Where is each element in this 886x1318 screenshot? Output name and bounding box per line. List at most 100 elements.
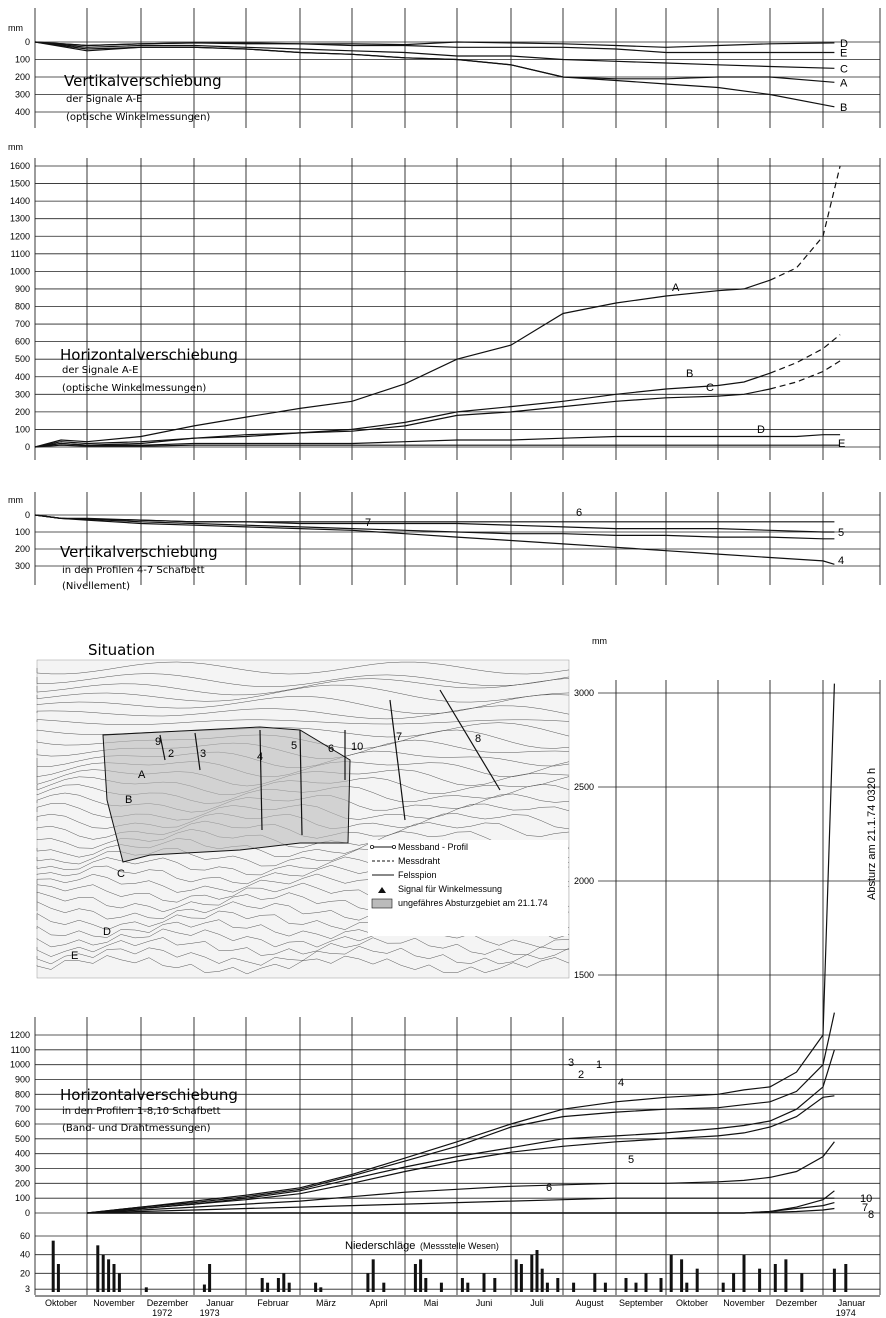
tick-label: 100 (15, 424, 30, 434)
title-precip: Niederschläge (345, 1240, 415, 1252)
precip-bar (319, 1287, 323, 1292)
precip-bar (202, 1284, 206, 1292)
legend-symbol-triangle (378, 887, 386, 893)
tick-label: 1200 (10, 1030, 30, 1040)
precip-bar (117, 1273, 121, 1292)
tick-label: 1000 (10, 266, 30, 276)
tick-label: 400 (15, 1149, 30, 1159)
series-line-d (34, 434, 841, 448)
tick-label: 1200 (10, 231, 30, 241)
event-absturz: Absturz am 21.1.74 0320 h (866, 768, 878, 900)
tick-label: 800 (15, 1089, 30, 1099)
map-label: D (103, 926, 111, 938)
series-label-6: 6 (546, 1182, 552, 1194)
tick-label: 0 (25, 37, 30, 47)
precip-bar (530, 1254, 534, 1292)
series-line-b-dashed (769, 334, 841, 374)
precip-bar (382, 1282, 386, 1292)
series-label-b: B (686, 368, 693, 380)
tick-label: 300 (15, 389, 30, 399)
situation-map: 92 3 4 5 6 10 7 8 A B C D E Messband - Profil Messdra… (36, 659, 570, 979)
tick-label: 0 (25, 1208, 30, 1218)
precip-bar (276, 1278, 280, 1292)
source-precip: (Messstelle Wesen) (420, 1241, 499, 1251)
series-label-2: 2 (578, 1069, 584, 1081)
tick-label: 100 (15, 527, 30, 537)
map-label: 9 (155, 736, 161, 748)
legend-symbol-hatched (371, 898, 393, 909)
subtitle1-vert-ae: der Signale A-E (66, 94, 142, 105)
series-line-e (34, 444, 841, 448)
title-vert-47: Vertikalverschiebung (60, 543, 218, 561)
subtitle2-horiz-18: (Band- und Drahtmessungen) (62, 1123, 211, 1134)
tick-label: 100 (15, 55, 30, 65)
month-label: Oktober (676, 1298, 708, 1308)
precip-bar (669, 1254, 673, 1292)
contour-line (36, 661, 570, 675)
series-line-2 (86, 1012, 835, 1214)
map-label: 7 (396, 731, 402, 743)
precip-bar (460, 1278, 464, 1292)
precip-bar (112, 1264, 116, 1292)
series-line-6 (86, 1197, 835, 1214)
precip-bar (266, 1282, 270, 1292)
series-line-e (34, 41, 835, 54)
year-label: 1974 (836, 1308, 856, 1318)
precip-bar (282, 1273, 286, 1292)
series-line-3 (86, 683, 835, 1214)
series-line-4 (34, 514, 835, 565)
series-label-b: B (840, 102, 847, 114)
legend-label: Felsspion (398, 870, 437, 880)
precip-bar (493, 1278, 497, 1292)
series-line-5 (86, 1141, 835, 1214)
unit-label-vert-ae: mm (8, 23, 23, 33)
legend-symbol-endpoint (369, 845, 374, 850)
precip-bar (732, 1273, 736, 1292)
legend-label: ungefähres Absturzgebiet am 21.1.74 (398, 898, 548, 908)
tick-label: 1500 (574, 970, 594, 980)
month-label: Januar (206, 1298, 234, 1308)
tick-label: 2500 (574, 782, 594, 792)
series-label-7: 7 (365, 517, 371, 529)
precip-bar (624, 1278, 628, 1292)
tick-label: 500 (15, 354, 30, 364)
map-label: 8 (475, 733, 481, 745)
precip-bar (593, 1273, 597, 1292)
tick-label: 1000 (10, 1060, 30, 1070)
map-label: C (117, 868, 125, 880)
precip-bar (695, 1268, 699, 1292)
legend-symbol-endpoint (391, 845, 396, 850)
precip-bar (659, 1278, 663, 1292)
series-label-5: 5 (838, 527, 844, 539)
grid (34, 8, 881, 1295)
precip-bar (466, 1282, 470, 1292)
tick-label: 200 (15, 1178, 30, 1188)
precip-bar (644, 1273, 648, 1292)
precip-bar (832, 1268, 836, 1292)
tick-label: 200 (15, 72, 30, 82)
precip-bars (51, 1240, 848, 1292)
precip-bar (572, 1282, 576, 1292)
tick-label: 2000 (574, 876, 594, 886)
tick-label: 900 (15, 284, 30, 294)
precip-bar (314, 1282, 318, 1292)
series-label-10: 10 (860, 1193, 872, 1205)
series-label-e: E (838, 438, 845, 450)
unit-label-situation: mm (592, 636, 607, 646)
series-label-a: A (840, 77, 848, 89)
series-label-5: 5 (628, 1154, 634, 1166)
profile-line (159, 734, 166, 761)
month-label: Mai (424, 1298, 439, 1308)
tick-label: 200 (15, 544, 30, 554)
tick-label: 0 (25, 442, 30, 452)
subtitle2-horiz-ae: (optische Winkelmessungen) (62, 383, 206, 394)
month-label: Februar (257, 1298, 289, 1308)
series-label-8: 8 (868, 1209, 874, 1221)
subtitle2-vert-ae: (optische Winkelmessungen) (66, 112, 210, 123)
tick-label: 1600 (10, 161, 30, 171)
tick-label: 1100 (11, 249, 30, 259)
series-line-c (34, 388, 771, 448)
map-label: 3 (200, 748, 206, 760)
month-label: Juni (476, 1298, 493, 1308)
